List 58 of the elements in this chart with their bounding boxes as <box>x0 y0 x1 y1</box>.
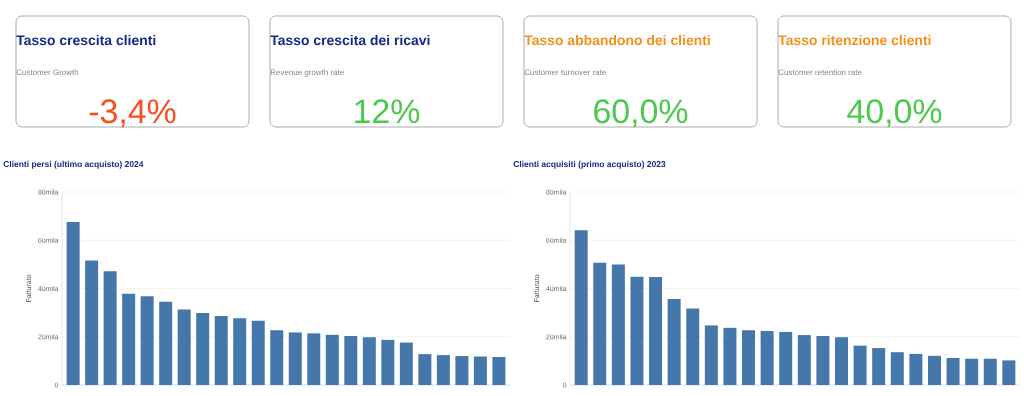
bar <box>214 316 228 385</box>
bar <box>66 221 80 385</box>
bar <box>927 355 941 385</box>
bar <box>667 299 681 385</box>
text: Tasso ritenzione clienti <box>778 34 931 46</box>
bar <box>909 353 923 385</box>
bar <box>983 358 997 385</box>
bar <box>760 330 774 385</box>
bar <box>455 356 469 385</box>
bar <box>593 262 607 385</box>
bar <box>965 358 979 385</box>
bar <box>473 356 487 385</box>
bar <box>436 355 450 385</box>
bar <box>140 296 154 385</box>
bar <box>122 293 136 385</box>
bar <box>492 357 506 385</box>
bar <box>946 357 960 385</box>
bar <box>835 337 848 385</box>
bar <box>103 271 117 385</box>
bar <box>816 336 830 385</box>
bar <box>399 342 413 385</box>
bar <box>381 339 395 385</box>
text: 40,0% <box>847 99 942 128</box>
bar <box>890 352 904 385</box>
chart-title: Clienti persi (ultimo acquisto) 2024 <box>3 160 144 169</box>
text: Tasso abbandono dei clienti <box>524 34 710 46</box>
bar <box>779 331 793 385</box>
bar <box>85 260 99 385</box>
bar <box>723 327 737 385</box>
bar <box>574 230 588 385</box>
bar <box>344 336 358 385</box>
bar <box>159 301 173 385</box>
bar <box>196 313 210 385</box>
text: Tasso crescita clienti <box>16 34 156 46</box>
bar <box>742 330 756 385</box>
bar <box>270 330 284 385</box>
text: 12% <box>355 99 420 124</box>
bar <box>704 325 718 385</box>
bar <box>630 276 644 385</box>
bar <box>307 333 321 385</box>
bar <box>872 348 886 385</box>
bar <box>853 345 867 385</box>
text: -3,4% <box>89 99 176 128</box>
bar <box>686 308 700 385</box>
bar <box>288 332 302 385</box>
bar <box>1002 360 1016 385</box>
bar <box>649 276 663 385</box>
chart-title: Clienti acquisiti (primo acquisto) 2023 <box>513 160 666 169</box>
bar <box>611 264 625 385</box>
bar <box>325 334 339 385</box>
bar <box>418 354 432 385</box>
text: 60,0% <box>594 99 688 128</box>
bar <box>177 309 191 385</box>
bar <box>362 337 376 385</box>
text: Tasso crescita dei ricavi <box>270 34 430 46</box>
bar <box>233 318 247 385</box>
bar <box>251 320 265 385</box>
bar <box>797 335 811 385</box>
